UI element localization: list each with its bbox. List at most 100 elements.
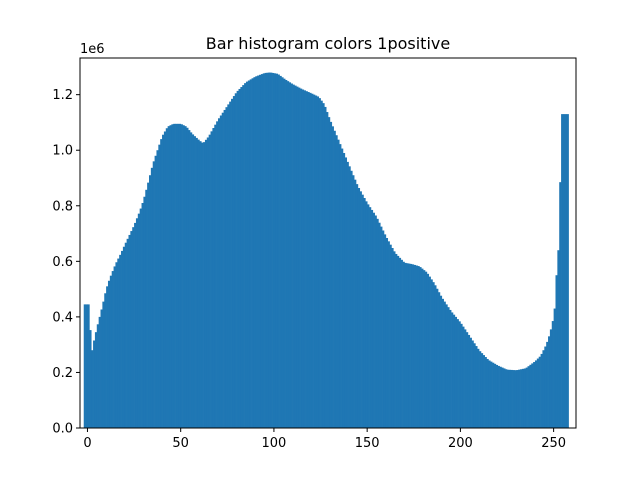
histogram-bar (216, 121, 219, 428)
x-tick-label: 250 (541, 436, 566, 451)
histogram-bar (303, 90, 306, 428)
histogram-bar (113, 266, 116, 428)
histogram-bar (549, 329, 553, 428)
histogram-bar (555, 275, 558, 428)
histogram-bar (242, 85, 245, 428)
histogram-bar (109, 275, 113, 428)
histogram-bar (430, 279, 433, 428)
histogram-bar (503, 368, 506, 428)
histogram-bar (352, 175, 355, 428)
histogram-bar (523, 368, 527, 428)
histogram-bar (219, 115, 223, 428)
histogram-bar (443, 301, 446, 428)
histogram-bar (148, 175, 152, 428)
histogram-bar (486, 358, 489, 428)
histogram-bar (488, 360, 491, 428)
histogram-bar (411, 264, 415, 428)
histogram-bar (266, 72, 269, 428)
histogram-bar (439, 295, 443, 428)
histogram-bar (454, 316, 458, 428)
histogram-bar (270, 72, 273, 429)
histogram-bar (374, 215, 377, 428)
x-tick-label: 0 (83, 436, 91, 451)
histogram-bar (464, 329, 467, 428)
histogram-bar (548, 336, 551, 428)
histogram-bar (188, 130, 191, 429)
histogram-bar (482, 355, 485, 428)
histogram-bar (316, 96, 320, 428)
histogram-bar (206, 137, 210, 429)
histogram-bar (499, 366, 502, 428)
histogram-bar (516, 370, 519, 428)
histogram-bar (426, 273, 430, 428)
histogram-bar (277, 74, 280, 429)
histogram-bar (137, 213, 141, 428)
histogram-bar (415, 265, 418, 428)
histogram-bar (132, 227, 135, 428)
histogram-bar (122, 246, 126, 428)
histogram-bar (551, 321, 554, 428)
y-axis-ticks: 0.0 0.2 0.4 0.6 0.8 1.0 1.2 (52, 88, 80, 437)
x-tick-label: 200 (448, 436, 473, 451)
histogram-bar (126, 238, 129, 428)
histogram-bar (201, 142, 204, 429)
histogram-bar (479, 351, 482, 428)
histogram-bar (561, 114, 564, 428)
histogram-bar (152, 161, 155, 429)
histogram-bar (272, 72, 275, 429)
histogram-bar (451, 312, 454, 428)
histogram-bar (208, 134, 211, 428)
histogram-bar (154, 155, 157, 428)
histogram-bar (89, 330, 92, 428)
histogram-bar (445, 304, 448, 428)
histogram-bar (329, 121, 333, 428)
histogram-bar (165, 128, 168, 428)
histogram-bar (264, 72, 267, 428)
histogram-bar (305, 91, 308, 428)
histogram-bar (234, 93, 237, 429)
histogram-bar (534, 360, 538, 428)
histogram-bar (507, 369, 510, 428)
histogram-bar (163, 131, 167, 428)
histogram-bar (124, 242, 127, 428)
histogram-bar (85, 304, 88, 428)
histogram-bar (167, 126, 170, 429)
histogram-bar (145, 189, 148, 428)
histogram-bar (512, 370, 515, 428)
histogram-bar (447, 307, 450, 428)
histogram-bar (283, 78, 286, 428)
histogram-bar (492, 362, 495, 428)
histogram-bar (365, 201, 368, 428)
histogram-bar (339, 144, 342, 428)
histogram-bar (223, 109, 226, 428)
histogram-bar (525, 367, 528, 428)
histogram-bar (404, 262, 407, 428)
histogram-bar (309, 92, 312, 428)
histogram-bar (236, 90, 239, 429)
histogram-bar (225, 107, 228, 429)
histogram-bar (257, 75, 260, 429)
histogram-bar (378, 222, 381, 428)
y-tick-label: 0.0 (52, 422, 73, 437)
histogram-bar (344, 157, 347, 428)
histogram-bar (546, 341, 549, 428)
histogram-bar (557, 250, 560, 428)
histogram-bar (253, 77, 256, 429)
histogram-bar (199, 141, 202, 428)
histogram-bar (553, 308, 556, 428)
histogram-bar (413, 264, 416, 428)
histogram-bar (190, 132, 193, 429)
histogram-bar (538, 356, 541, 428)
histogram-bar (376, 218, 379, 428)
histogram-bar (361, 194, 364, 428)
histogram-bar (262, 73, 265, 428)
histogram-bar (348, 166, 351, 429)
histogram-bar (544, 346, 547, 428)
histogram-bar (273, 73, 277, 428)
histogram-bar (214, 124, 217, 429)
histogram-bar (458, 321, 461, 428)
histogram-bar (311, 93, 314, 429)
histogram-bar (387, 241, 390, 428)
histogram-bar (363, 198, 366, 428)
histogram-bar (402, 261, 405, 428)
